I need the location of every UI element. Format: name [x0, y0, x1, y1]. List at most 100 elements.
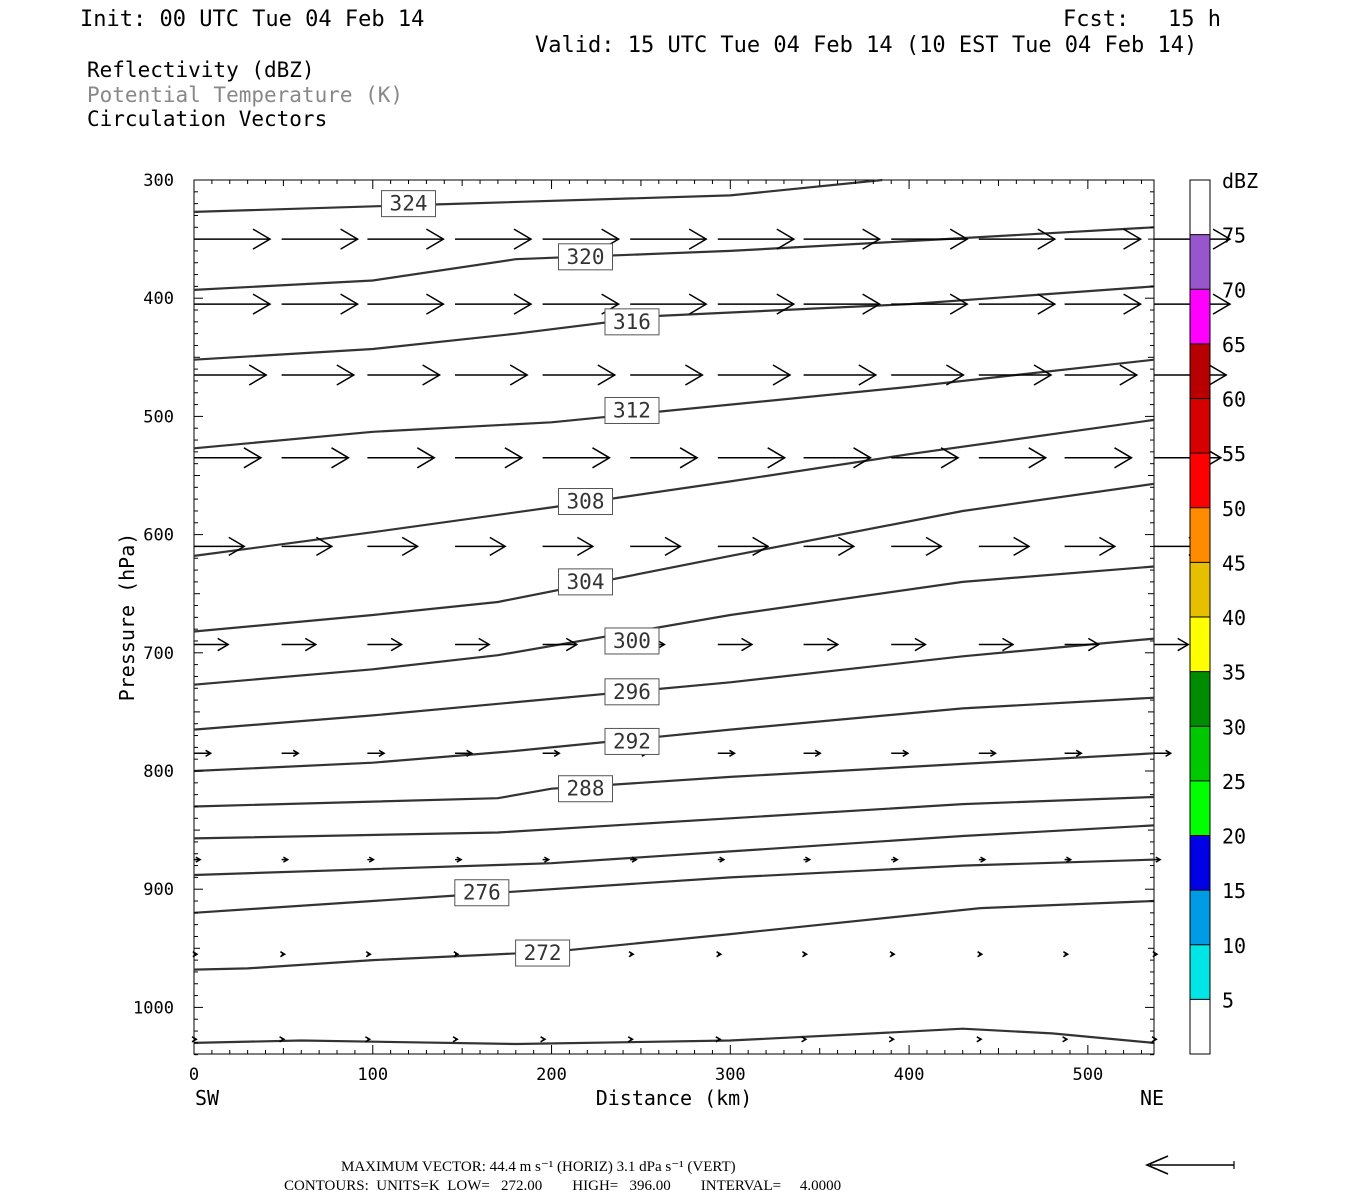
contour-label-292: 292	[604, 727, 660, 755]
contour-label-316: 316	[604, 308, 660, 336]
colorbar-unit: dBZ	[1222, 169, 1258, 193]
wind-vector	[978, 228, 1057, 250]
colorbar-level-label: 25	[1222, 770, 1246, 794]
wind-vector	[281, 293, 360, 315]
wind-vector	[717, 293, 796, 315]
wind-vector	[194, 536, 246, 557]
wind-vector	[630, 364, 704, 386]
circulation-vectors	[191, 228, 1232, 1043]
contour-label-276: 276	[454, 879, 510, 907]
wind-vector	[281, 749, 300, 757]
wind-vector	[978, 364, 1053, 386]
wind-vector	[455, 536, 507, 557]
theta-contour-292	[193, 696, 1155, 773]
wind-vector	[717, 364, 792, 386]
wind-vector	[367, 447, 436, 469]
y-tick-label: 800	[143, 762, 174, 782]
wind-vector	[367, 749, 386, 757]
theta-contour-312	[193, 358, 1155, 450]
svg-text:276: 276	[463, 881, 501, 905]
wind-vector	[803, 293, 882, 315]
wind-vector	[1152, 951, 1159, 958]
theta-contour-316	[193, 285, 1155, 361]
y-tick-label: 900	[143, 880, 174, 900]
contour-label-324: 324	[381, 190, 437, 218]
wind-vector	[717, 856, 726, 863]
contour-label-308: 308	[558, 488, 614, 516]
wind-vector	[1064, 856, 1073, 863]
contour-label-272: 272	[515, 939, 571, 967]
svg-text:300: 300	[613, 629, 651, 653]
x-tick-label: 0	[189, 1065, 199, 1085]
y-tick-label: 700	[143, 644, 174, 664]
wind-vector	[978, 447, 1048, 469]
wind-vector	[978, 293, 1057, 315]
svg-text:308: 308	[567, 490, 605, 514]
wind-vector	[455, 228, 533, 250]
svg-text:288: 288	[567, 777, 605, 801]
wind-vector	[1064, 447, 1133, 469]
wind-vector	[281, 228, 360, 250]
wind-vector	[194, 293, 272, 315]
wind-vector	[802, 951, 809, 958]
colorbar-level-label: 55	[1222, 442, 1246, 466]
wind-vector	[891, 536, 943, 557]
colorbar-level-label: 35	[1222, 661, 1246, 685]
contour-label-312: 312	[604, 396, 660, 424]
colorbar-level-label: 5	[1222, 988, 1234, 1012]
wind-vector	[365, 951, 372, 958]
max-vector-info: MAXIMUM VECTOR: 44.4 m s⁻¹ (HORIZ) 3.1 d…	[341, 1159, 736, 1175]
wind-vector	[627, 1036, 634, 1043]
contour-label-304: 304	[558, 568, 614, 596]
contour-label-288: 288	[558, 775, 614, 803]
theta-contours	[193, 178, 1155, 1046]
wind-vector	[803, 228, 882, 250]
contour-labels: 324 320 316 312 308 304 300 296 292 288 276 272	[381, 190, 660, 967]
wind-vector	[1154, 447, 1223, 469]
y-tick-label: 1000	[133, 998, 174, 1018]
colorbar-level-label: 15	[1222, 879, 1246, 903]
wind-vector	[891, 447, 960, 469]
svg-text:320: 320	[567, 245, 605, 269]
theta-contour-304	[193, 482, 1155, 633]
wind-vector	[978, 749, 997, 757]
axis-ticks: 300 400 500 600 700 800 900 1000 0 100 200 300 400 50…	[133, 171, 1154, 1085]
wind-vector	[1062, 1036, 1069, 1043]
wind-vector	[455, 749, 474, 757]
valid-time: Valid: 15 UTC Tue 04 Feb 14 (10 EST Tue …	[535, 33, 1197, 58]
wind-vector	[891, 228, 969, 250]
colorbar-level-label: 75	[1222, 224, 1246, 248]
y-tick-label: 300	[143, 171, 174, 191]
theta-contour-308	[193, 418, 1155, 557]
wind-vector	[194, 637, 230, 652]
wind-vector	[281, 637, 318, 652]
contour-info: CONTOURS: UNITS=K LOW= 272.00 HIGH= 396.…	[284, 1178, 841, 1194]
wind-vector	[1063, 951, 1070, 958]
wind-vector	[803, 536, 856, 557]
wind-vector	[367, 364, 442, 386]
theta-contour-272	[193, 899, 1155, 971]
reference-vector-arrow	[1144, 1155, 1235, 1175]
wind-vector	[279, 1036, 286, 1043]
x-right-label: NE	[1140, 1086, 1164, 1110]
svg-text:272: 272	[524, 941, 562, 965]
theta-contour-324	[193, 178, 883, 213]
wind-vector	[715, 1036, 722, 1043]
wind-vector	[1154, 637, 1190, 652]
wind-vector	[1064, 637, 1101, 652]
theta-contour-284	[193, 795, 1155, 840]
wind-vector	[630, 447, 699, 469]
wind-vector	[978, 856, 987, 863]
colorbar-level-label: 70	[1222, 278, 1246, 302]
wind-vector	[455, 637, 491, 652]
wind-vector	[977, 951, 984, 958]
wind-vector	[630, 856, 638, 863]
wind-vector	[630, 228, 708, 250]
fcst-label: Fcst:	[1063, 7, 1129, 32]
wind-vector	[889, 951, 896, 958]
wind-vector	[803, 856, 812, 863]
svg-text:292: 292	[613, 729, 651, 753]
init-time: Init: 00 UTC Tue 04 Feb 14	[80, 7, 424, 32]
wind-vector	[452, 1036, 459, 1043]
